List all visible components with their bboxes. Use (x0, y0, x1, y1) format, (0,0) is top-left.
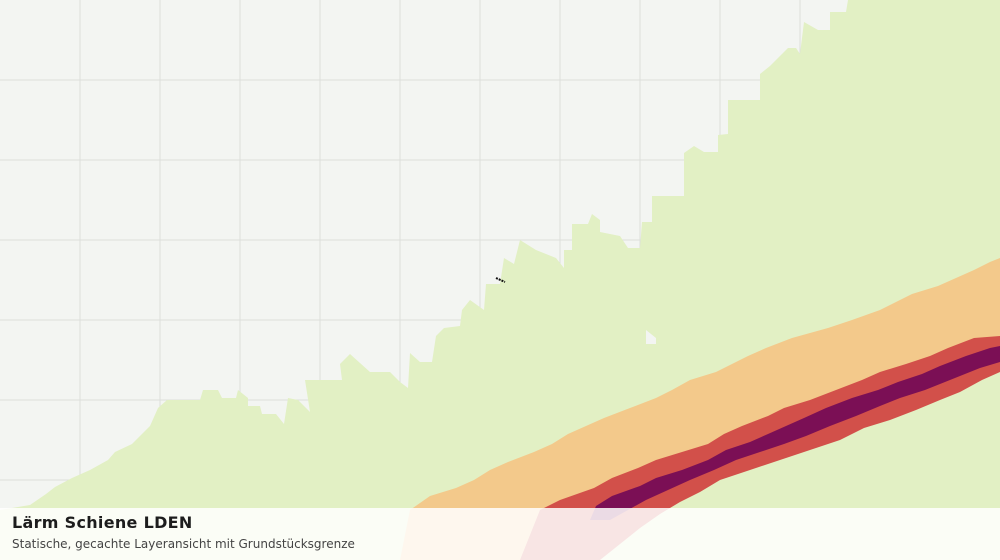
noise-gaps (776, 392, 1000, 500)
caption-panel: Lärm Schiene LDEN Statische, gecachte La… (0, 508, 1000, 560)
clearing (646, 330, 656, 344)
layer-subtitle: Statische, gecachte Layeransicht mit Gru… (12, 537, 355, 551)
noise-zone-very-high (590, 346, 1000, 520)
parcel-boundary (495, 277, 506, 283)
layer-title: Lärm Schiene LDEN (12, 513, 193, 532)
noise-zone-medium (400, 258, 1000, 560)
